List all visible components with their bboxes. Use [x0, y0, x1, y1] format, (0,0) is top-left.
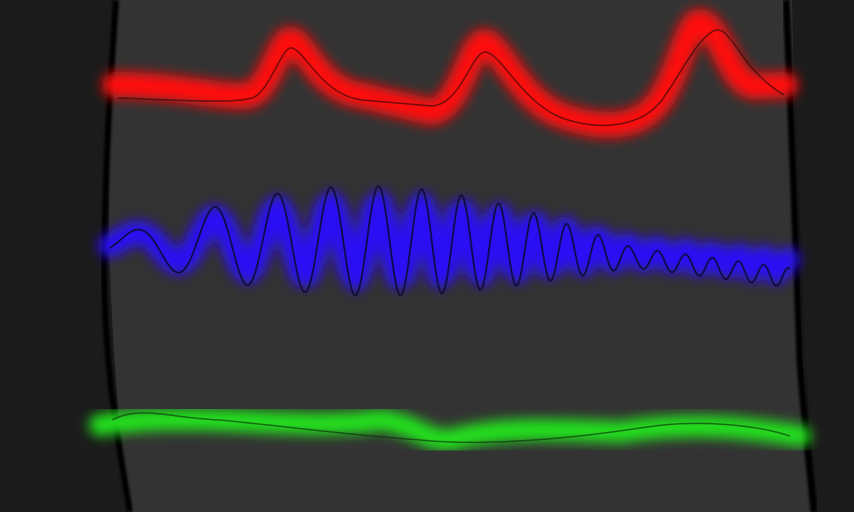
blue-ink-line [109, 184, 791, 297]
green-glow-stroke [89, 408, 811, 452]
blue-glow-stroke [98, 191, 800, 291]
red-glow-stroke [102, 9, 798, 138]
left-border [100, 0, 133, 512]
green-ink-line [111, 412, 791, 444]
red-ink-line [117, 29, 785, 127]
